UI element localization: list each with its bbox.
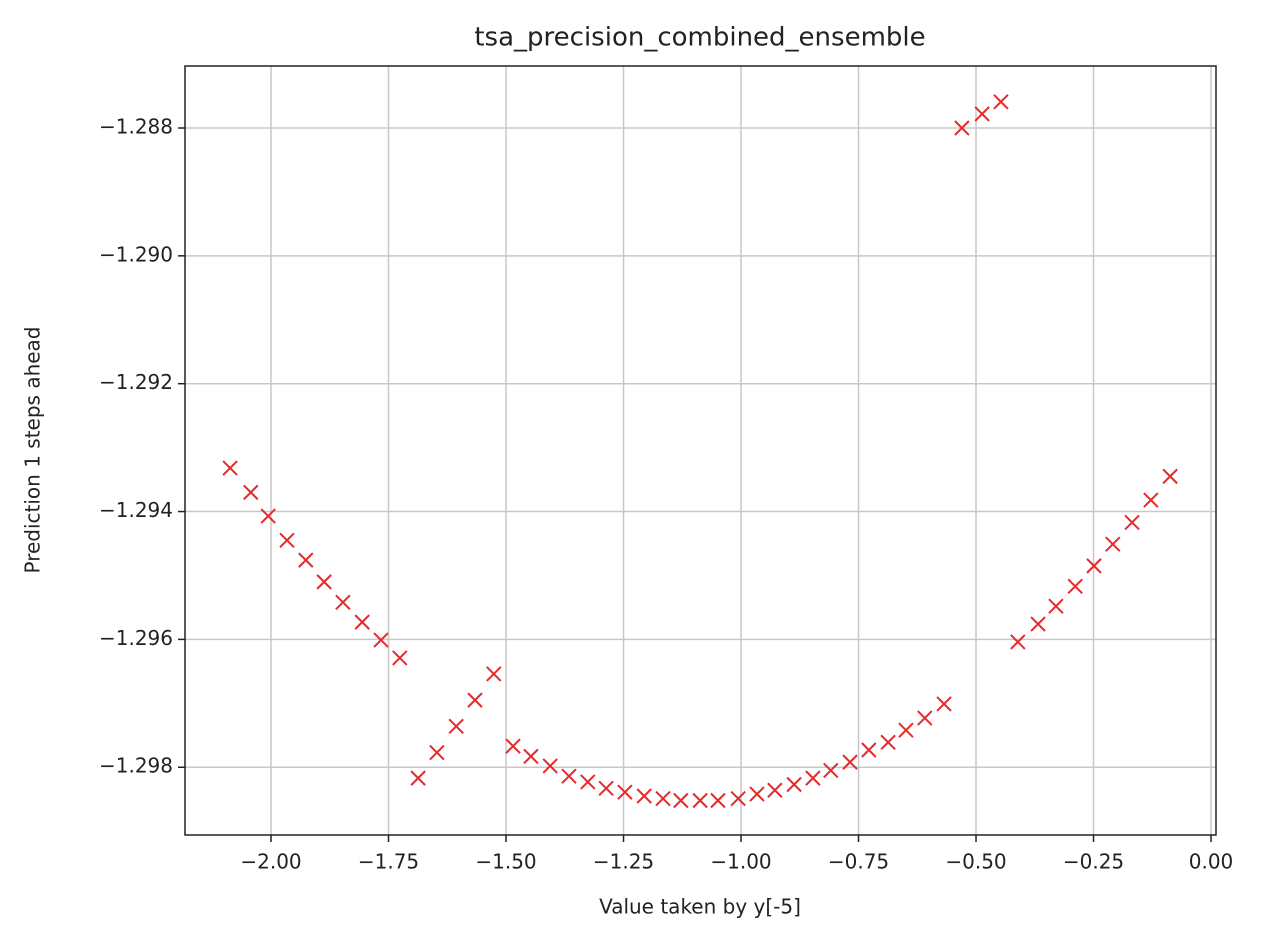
marker bbox=[222, 460, 238, 476]
marker bbox=[260, 508, 276, 524]
y-tick-label: −1.290 bbox=[99, 242, 173, 266]
x-tick-label: −1.00 bbox=[710, 850, 771, 874]
x-tick-label: −2.00 bbox=[240, 850, 301, 874]
marker bbox=[898, 722, 914, 738]
marker bbox=[505, 738, 521, 754]
marker bbox=[1162, 468, 1178, 485]
y-tick-label: −1.288 bbox=[99, 115, 173, 139]
marker bbox=[316, 574, 332, 590]
marker bbox=[823, 762, 839, 779]
marker bbox=[486, 666, 502, 682]
marker bbox=[373, 632, 389, 648]
x-tick-label: −1.25 bbox=[593, 850, 654, 874]
x-axis-label: Value taken by y[-5] bbox=[599, 895, 801, 919]
marker bbox=[974, 106, 990, 122]
marker bbox=[1105, 536, 1121, 552]
marker bbox=[805, 770, 821, 786]
marker bbox=[673, 792, 689, 809]
marker bbox=[710, 792, 726, 809]
marker bbox=[523, 748, 539, 765]
x-tick-label: −1.75 bbox=[358, 850, 419, 874]
marker bbox=[1124, 514, 1140, 531]
marker bbox=[410, 770, 426, 786]
marker bbox=[617, 784, 633, 800]
marker bbox=[1030, 616, 1046, 632]
marker bbox=[335, 594, 351, 611]
marker bbox=[954, 120, 970, 136]
marker bbox=[279, 532, 295, 549]
marker bbox=[767, 782, 783, 798]
x-tick-label: −0.50 bbox=[945, 850, 1006, 874]
x-tick-label: −0.25 bbox=[1063, 850, 1124, 874]
marker bbox=[692, 792, 708, 809]
marker bbox=[655, 790, 671, 807]
y-tick-label: −1.296 bbox=[99, 626, 173, 650]
marker bbox=[243, 484, 259, 501]
marker bbox=[936, 696, 952, 712]
marker bbox=[993, 94, 1009, 110]
marker bbox=[636, 788, 652, 804]
marker bbox=[354, 614, 370, 630]
marker bbox=[1048, 598, 1064, 614]
marker bbox=[1143, 492, 1159, 508]
marker bbox=[917, 710, 933, 726]
marker bbox=[298, 552, 314, 568]
marker bbox=[561, 768, 577, 784]
marker bbox=[786, 776, 802, 793]
marker bbox=[467, 692, 483, 708]
marker bbox=[598, 780, 614, 797]
y-tick-label: −1.298 bbox=[99, 754, 173, 778]
x-tick-label: −1.50 bbox=[475, 850, 536, 874]
marker bbox=[861, 742, 877, 758]
x-tick-label: 0.00 bbox=[1189, 850, 1234, 874]
marker bbox=[880, 734, 896, 751]
plot-frame bbox=[184, 65, 1217, 836]
marker bbox=[842, 754, 858, 770]
marker bbox=[448, 718, 464, 735]
chart-title: tsa_precision_combined_ensemble bbox=[474, 23, 925, 53]
marker bbox=[749, 786, 765, 802]
y-axis-label: Prediction 1 steps ahead bbox=[21, 326, 45, 573]
marker bbox=[730, 790, 746, 807]
marker bbox=[1010, 634, 1026, 650]
marker bbox=[580, 774, 596, 790]
x-tick-label: −0.75 bbox=[828, 850, 889, 874]
marker bbox=[542, 758, 558, 774]
marker bbox=[1067, 578, 1083, 595]
marker bbox=[429, 744, 445, 761]
y-tick-label: −1.292 bbox=[99, 370, 173, 394]
marker bbox=[1086, 558, 1102, 574]
marker bbox=[392, 650, 408, 666]
y-tick-label: −1.294 bbox=[99, 498, 173, 522]
